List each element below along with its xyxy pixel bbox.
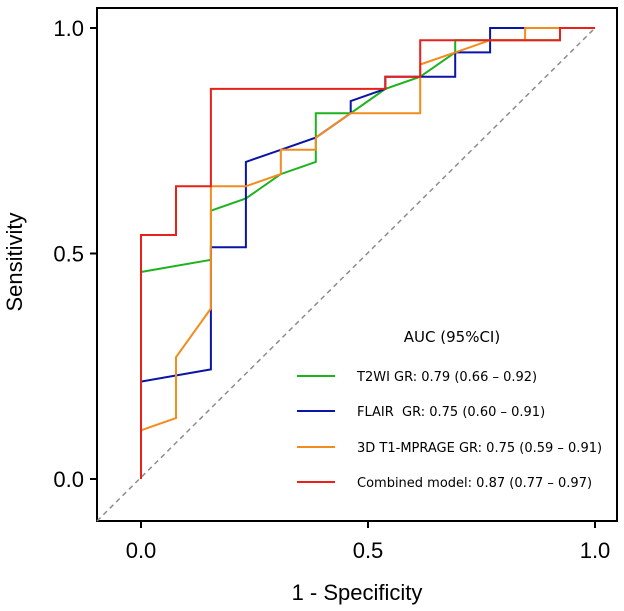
legend-label: FLAIR GR: 0.75 (0.60 – 0.91) (357, 405, 545, 420)
tick-layer: 0.0 0.5 1.0 0.0 0.5 1.0 (53, 16, 610, 563)
plot-frame (96, 7, 618, 522)
y-axis-title: Sensitivity (2, 212, 27, 311)
y-tick-label: 0.0 (53, 467, 84, 492)
y-tick-label: 1.0 (53, 16, 84, 41)
x-tick-label: 0.5 (353, 538, 384, 563)
x-axis-title: 1 - Specificity (292, 580, 423, 605)
legend-label: Combined model: 0.87 (0.77 – 0.97) (357, 476, 592, 491)
legend-label: T2WI GR: 0.79 (0.66 – 0.92) (356, 370, 537, 385)
x-tick-label: 1.0 (580, 538, 611, 563)
y-tick-label: 0.5 (53, 242, 84, 267)
legend: AUC (95%CI) T2WI GR: 0.79 (0.66 – 0.92) F… (297, 328, 602, 491)
roc-curve-combined-model (140, 27, 595, 479)
legend-label: 3D T1-MPRAGE GR: 0.75 (0.59 – 0.91) (357, 441, 602, 456)
x-tick-label: 0.0 (126, 538, 157, 563)
legend-items: T2WI GR: 0.79 (0.66 – 0.92) FLAIR GR: 0.7… (297, 370, 602, 491)
legend-title: AUC (95%CI) (404, 328, 500, 346)
series-layer (140, 27, 595, 479)
